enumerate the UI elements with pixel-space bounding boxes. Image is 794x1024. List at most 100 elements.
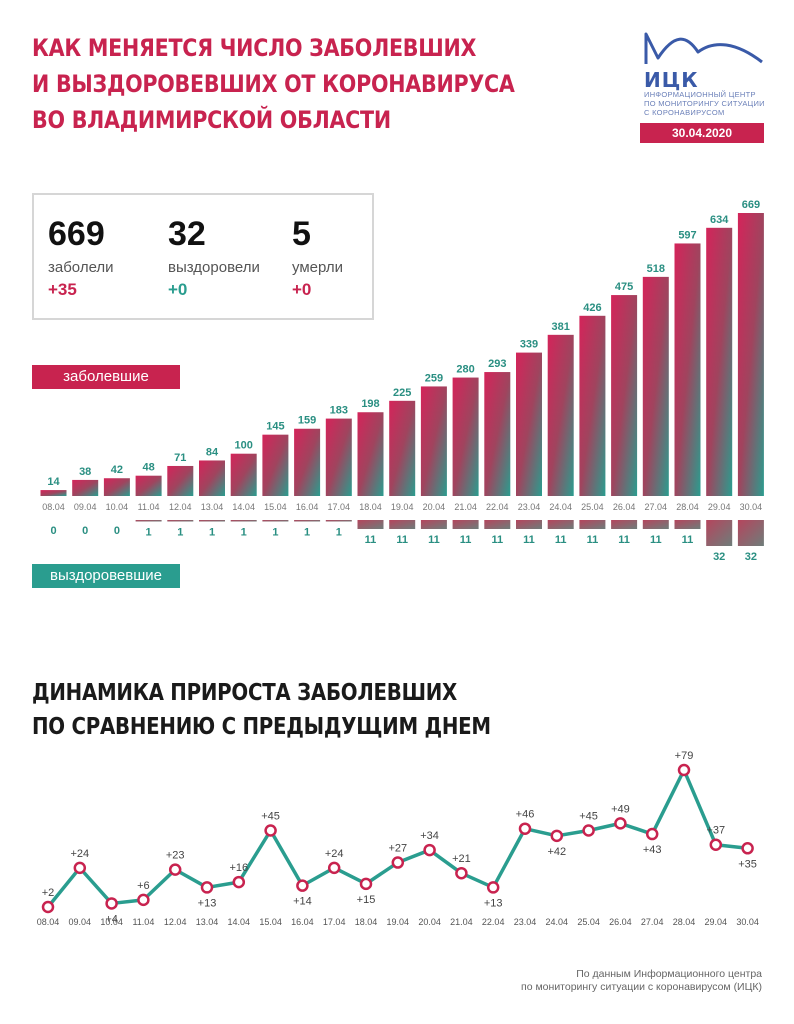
bar-recovered-30.04 <box>737 520 764 546</box>
bar-label-infected-14.04: 100 <box>235 440 253 452</box>
bar-label-infected-20.04: 259 <box>425 372 443 384</box>
growth-point-25.04 <box>582 824 595 837</box>
source-line-1: По данным Информационного центра <box>576 968 762 980</box>
bar-label-recovered-27.04: 11 <box>650 534 662 546</box>
growth-x-tick-19.04: 19.04 <box>387 917 410 927</box>
growth-point-17.04 <box>327 861 341 875</box>
bar-recovered-17.04 <box>325 520 352 522</box>
growth-point-29.04 <box>709 838 723 851</box>
bar-label-infected-27.04: 518 <box>647 263 665 275</box>
bar-recovered-24.04 <box>547 520 574 529</box>
bar-recovered-13.04 <box>199 520 225 522</box>
bar-recovered-23.04 <box>516 520 542 529</box>
legend-recovered: выздоровевшие <box>32 564 180 588</box>
growth-point-08.04 <box>41 900 55 914</box>
bar-infected-12.04 <box>167 465 194 496</box>
growth-label-12.04: +23 <box>166 850 185 862</box>
growth-label-26.04: +49 <box>611 803 630 815</box>
growth-x-tick-28.04: 28.04 <box>673 917 696 927</box>
bar-recovered-12.04 <box>167 520 194 522</box>
bar-infected-27.04 <box>642 276 669 496</box>
growth-label-15.04: +45 <box>261 810 280 822</box>
growth-x-tick-23.04: 23.04 <box>514 917 537 927</box>
bar-label-infected-12.04: 71 <box>174 452 186 464</box>
stat-recovered-label: выздоровели <box>168 259 260 276</box>
growth-x-tick-15.04: 15.04 <box>259 917 282 927</box>
logo-subtitle-line-3: С КОРОНАВИРУСОМ <box>644 108 725 117</box>
bar-label-recovered-12.04: 1 <box>177 527 183 539</box>
bar-label-infected-19.04: 225 <box>393 387 411 399</box>
growth-label-24.04: +42 <box>547 846 566 858</box>
bar-label-recovered-22.04: 11 <box>491 534 503 546</box>
bar-infected-13.04 <box>199 460 225 496</box>
growth-label-10.04: +4 <box>105 913 118 925</box>
x-tick-18.04: 18.04 <box>359 502 382 512</box>
source-line-2: по мониторингу ситуации с коронавирусом … <box>521 981 762 993</box>
bar-chart: 14 08.04 0 38 09.04 0 42 10.04 0 48 11.04 1 71 12.04 1… <box>40 199 764 563</box>
logo-subtitle-line-2: ПО МОНИТОРИНГУ СИТУАЦИИ <box>644 99 765 108</box>
bar-label-recovered-15.04: 1 <box>272 527 278 539</box>
bar-infected-24.04 <box>547 334 574 496</box>
bar-label-recovered-28.04: 11 <box>682 534 694 546</box>
growth-point-21.04 <box>455 866 468 880</box>
bar-label-infected-09.04: 38 <box>79 466 91 478</box>
x-tick-17.04: 17.04 <box>328 502 351 512</box>
bar-label-recovered-11.04: 1 <box>146 527 152 539</box>
bar-recovered-27.04 <box>642 520 669 529</box>
growth-label-17.04: +24 <box>325 848 344 860</box>
growth-x-tick-30.04: 30.04 <box>736 917 759 927</box>
bar-label-recovered-21.04: 11 <box>460 534 472 546</box>
growth-point-12.04 <box>168 863 182 876</box>
x-tick-21.04: 21.04 <box>454 502 477 512</box>
bar-recovered-15.04 <box>262 520 289 522</box>
bar-label-recovered-30.04: 32 <box>745 551 757 563</box>
stat-infected: 669 заболели +35 <box>48 215 114 300</box>
logo-name: ИЦК <box>644 68 699 92</box>
bar-infected-20.04 <box>420 386 447 496</box>
bar-infected-11.04 <box>135 475 162 496</box>
growth-label-16.04: +14 <box>293 896 312 908</box>
growth-point-20.04 <box>423 843 436 857</box>
x-tick-08.04: 08.04 <box>42 502 65 512</box>
growth-point-09.04 <box>73 861 87 875</box>
bar-infected-10.04 <box>103 478 130 496</box>
bar-label-recovered-14.04: 1 <box>241 527 247 539</box>
logo-subtitle-line-1: ИНФОРМАЦИОННЫЙ ЦЕНТР <box>644 90 756 99</box>
bar-infected-15.04 <box>262 434 289 496</box>
growth-point-23.04 <box>518 822 532 835</box>
bar-label-infected-21.04: 280 <box>456 364 474 376</box>
growth-label-28.04: +79 <box>675 750 694 762</box>
growth-point-16.04 <box>296 879 309 892</box>
bar-recovered-20.04 <box>420 520 447 529</box>
growth-label-29.04: +37 <box>706 825 725 837</box>
growth-label-30.04: +35 <box>738 858 757 870</box>
growth-label-20.04: +34 <box>420 830 439 842</box>
bar-label-infected-08.04: 14 <box>47 476 60 488</box>
growth-point-15.04 <box>264 824 277 837</box>
stat-deaths-delta: +0 <box>292 280 312 299</box>
growth-x-tick-24.04: 24.04 <box>546 917 569 927</box>
growth-point-19.04 <box>391 856 405 869</box>
bar-infected-28.04 <box>674 243 701 496</box>
x-tick-29.04: 29.04 <box>708 502 731 512</box>
bar-label-recovered-08.04: 0 <box>50 525 56 537</box>
bar-recovered-25.04 <box>579 520 606 529</box>
growth-x-tick-18.04: 18.04 <box>355 917 378 927</box>
bar-label-infected-17.04: 183 <box>330 405 348 417</box>
growth-x-tick-12.04: 12.04 <box>164 917 187 927</box>
growth-x-tick-09.04: 09.04 <box>69 917 92 927</box>
stat-infected-value: 669 <box>48 215 105 253</box>
growth-x-tick-13.04: 13.04 <box>196 917 219 927</box>
growth-label-23.04: +46 <box>516 809 535 821</box>
bar-label-infected-24.04: 381 <box>552 321 570 333</box>
bar-label-recovered-20.04: 11 <box>428 534 440 546</box>
bar-infected-22.04 <box>484 372 511 496</box>
section2-title: ДИНАМИКА ПРИРОСТА ЗАБОЛЕВШИХ ПО СРАВНЕНИ… <box>32 676 491 744</box>
bar-infected-19.04 <box>389 400 416 496</box>
growth-label-11.04: +6 <box>137 880 150 892</box>
growth-label-14.04: +16 <box>229 862 248 874</box>
growth-x-tick-11.04: 11.04 <box>132 917 154 927</box>
bar-recovered-22.04 <box>484 520 511 529</box>
bar-infected-30.04 <box>737 213 764 496</box>
bar-recovered-14.04 <box>230 520 257 522</box>
